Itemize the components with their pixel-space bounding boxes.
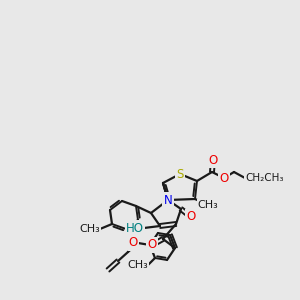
Text: N: N bbox=[164, 194, 172, 206]
Text: CH₂CH₃: CH₂CH₃ bbox=[245, 173, 284, 183]
Text: O: O bbox=[186, 211, 196, 224]
Text: O: O bbox=[129, 236, 138, 250]
Text: CH₃: CH₃ bbox=[79, 224, 100, 234]
Text: HO: HO bbox=[126, 221, 144, 235]
Text: CH₃: CH₃ bbox=[127, 260, 148, 270]
Text: CH₃: CH₃ bbox=[198, 200, 218, 210]
Text: N: N bbox=[164, 194, 172, 206]
Text: O: O bbox=[147, 238, 157, 251]
Text: O: O bbox=[219, 172, 229, 184]
Text: S: S bbox=[176, 167, 184, 181]
Text: O: O bbox=[208, 154, 217, 166]
